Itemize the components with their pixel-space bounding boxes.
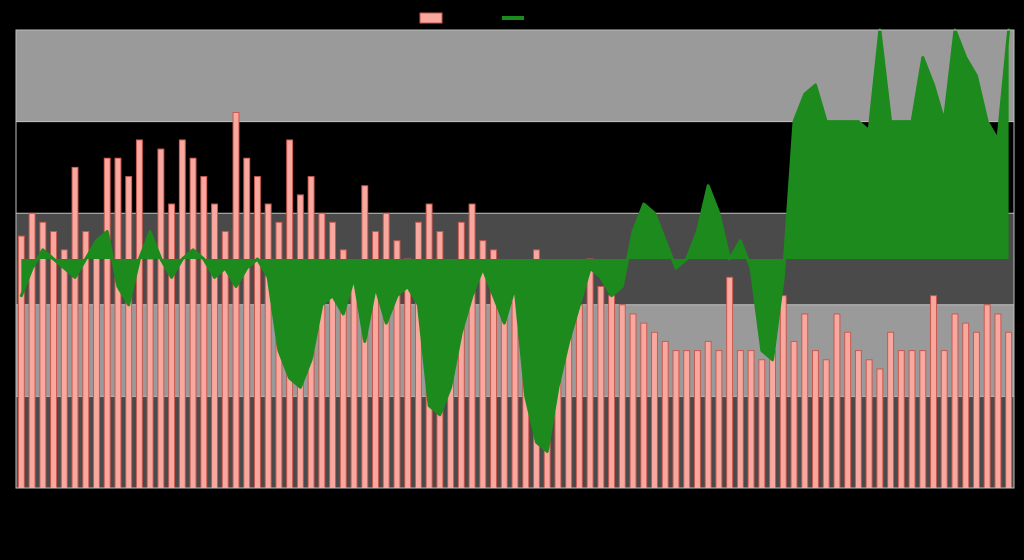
combo-chart xyxy=(0,0,1024,560)
